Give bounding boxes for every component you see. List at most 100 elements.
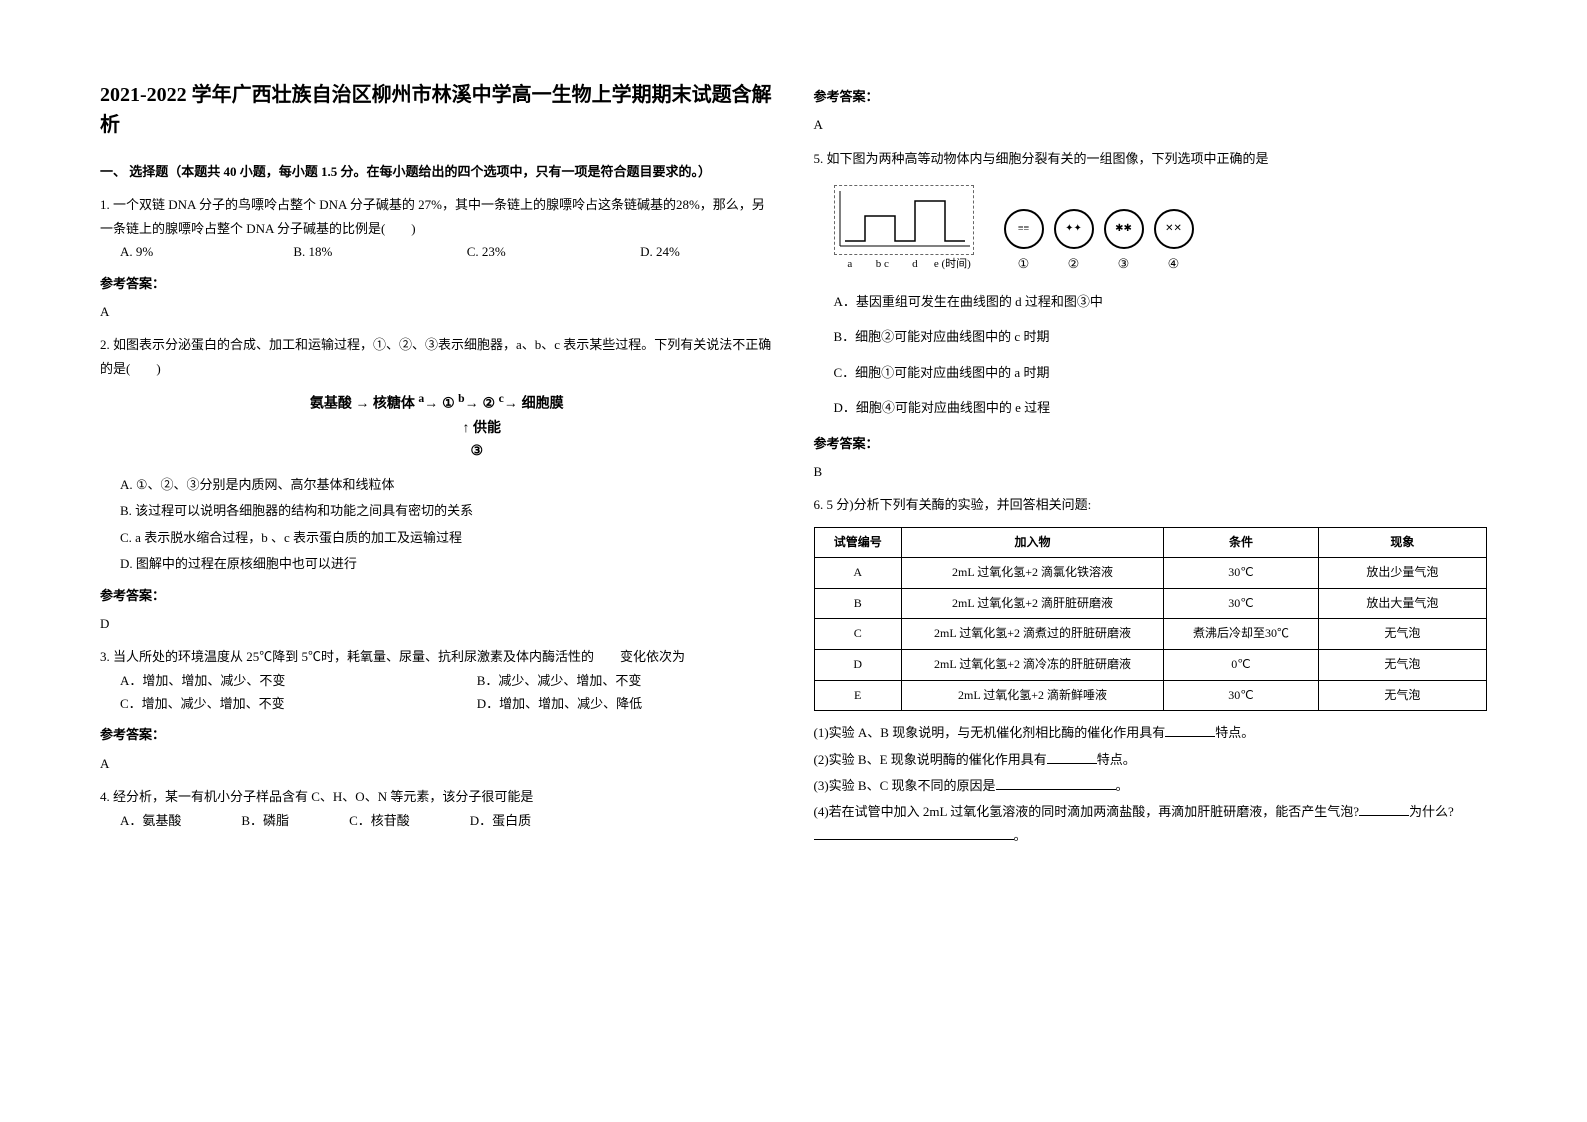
- q1-opt-c: C. 23%: [467, 240, 600, 263]
- q3-answer: A: [100, 752, 774, 775]
- q6-table: 试管编号 加入物 条件 现象 A2mL 过氧化氢+2 滴氯化铁溶液30℃放出少量…: [814, 527, 1488, 712]
- q5-opt-b: B．细胞②可能对应曲线图中的 c 时期: [814, 325, 1488, 348]
- question-3: 3. 当人所处的环境温度从 25℃降到 5℃时，耗氧量、尿量、抗利尿激素及体内酶…: [100, 645, 774, 715]
- q3-text: 3. 当人所处的环境温度从 25℃降到 5℃时，耗氧量、尿量、抗利尿激素及体内酶…: [100, 645, 774, 668]
- table-row: A2mL 过氧化氢+2 滴氯化铁溶液30℃放出少量气泡: [814, 558, 1487, 589]
- table-cell: 放出少量气泡: [1318, 558, 1486, 589]
- blank-field[interactable]: [1165, 736, 1215, 737]
- table-header-row: 试管编号 加入物 条件 现象: [814, 527, 1487, 558]
- q3-opt-d: D．增加、增加、减少、降低: [477, 692, 774, 715]
- q6-sub3: (3)实验 B、C 现象不同的原因是。: [814, 774, 1488, 797]
- q6-sub2: (2)实验 B、E 现象说明酶的催化作用具有 特点。: [814, 748, 1488, 771]
- q1-opt-b: B. 18%: [293, 240, 426, 263]
- table-cell: 30℃: [1164, 588, 1319, 619]
- question-5: 5. 如下图为两种高等动物体内与细胞分裂有关的一组图像，下列选项中正确的是 a …: [814, 147, 1488, 420]
- blank-field[interactable]: [1047, 763, 1097, 764]
- q1-opt-a: A. 9%: [120, 240, 253, 263]
- th-phen: 现象: [1318, 527, 1486, 558]
- q5-cell-label-2: ②: [1068, 256, 1080, 271]
- cell-icon: ≡≡: [1004, 209, 1044, 249]
- table-row: E2mL 过氧化氢+2 滴新鲜唾液30℃无气泡: [814, 680, 1487, 711]
- page-container: 2021-2022 学年广西壮族自治区柳州市林溪中学高一生物上学期期末试题含解析…: [100, 80, 1487, 855]
- q5-opt-c: C．细胞①可能对应曲线图中的 a 时期: [814, 361, 1488, 384]
- q5-curve-icon: [835, 186, 975, 256]
- q2-opt-d: D. 图解中的过程在原核细胞中也可以进行: [100, 552, 774, 575]
- q2-d-ribo: 核糖体: [373, 397, 415, 412]
- q6-sub2-a: (2)实验 B、E 现象说明酶的催化作用具有: [814, 752, 1047, 767]
- table-cell: C: [814, 619, 901, 650]
- q4-opt-c: C．核苷酸: [349, 809, 410, 832]
- table-cell: 2mL 过氧化氢+2 滴煮过的肝脏研磨液: [901, 619, 1163, 650]
- q4-opt-d: D．蛋白质: [470, 809, 531, 832]
- q5-cell-label-1: ①: [1018, 256, 1030, 271]
- q3-opt-b: B．减少、减少、增加、不变: [477, 669, 774, 692]
- q1-options: A. 9% B. 18% C. 23% D. 24%: [100, 240, 774, 263]
- question-6: 6. 5 分)分析下列有关酶的实验，并回答相关问题: 试管编号 加入物 条件 现…: [814, 493, 1488, 847]
- q6-tbody: A2mL 过氧化氢+2 滴氯化铁溶液30℃放出少量气泡B2mL 过氧化氢+2 滴…: [814, 558, 1487, 711]
- q6-sub4: (4)若在试管中加入 2mL 过氧化氢溶液的同时滴加两滴盐酸，再滴加肝脏研磨液，…: [814, 800, 1488, 847]
- table-cell: 无气泡: [1318, 680, 1486, 711]
- q5-cell-2: ✦✦ ②: [1054, 209, 1094, 275]
- q5-axis-bc: b c: [866, 255, 899, 275]
- q5-text: 5. 如下图为两种高等动物体内与细胞分裂有关的一组图像，下列选项中正确的是: [814, 147, 1488, 170]
- q5-answer: B: [814, 460, 1488, 483]
- table-cell: 2mL 过氧化氢+2 滴新鲜唾液: [901, 680, 1163, 711]
- right-column: 参考答案： A 5. 如下图为两种高等动物体内与细胞分裂有关的一组图像，下列选项…: [814, 80, 1488, 855]
- q3-answer-label: 参考答案：: [100, 723, 774, 746]
- q6-sub2-b: 特点。: [1097, 752, 1136, 767]
- q5-cell-3: ✱✱ ③: [1104, 209, 1144, 275]
- table-cell: 2mL 过氧化氢+2 滴冷冻的肝脏研磨液: [901, 650, 1163, 681]
- table-row: B2mL 过氧化氢+2 滴肝脏研磨液30℃放出大量气泡: [814, 588, 1487, 619]
- q1-text: 1. 一个双链 DNA 分子的鸟嘌呤占整个 DNA 分子碱基的 27%，其中一条…: [100, 193, 774, 240]
- q6-sub4-a: (4)若在试管中加入 2mL 过氧化氢溶液的同时滴加两滴盐酸，再滴加肝脏研磨液，…: [814, 804, 1360, 819]
- q5-cell-label-4: ④: [1168, 256, 1180, 271]
- table-cell: 2mL 过氧化氢+2 滴氯化铁溶液: [901, 558, 1163, 589]
- arrow-icon: →: [355, 395, 369, 411]
- q3-opt-c: C．增加、减少、增加、不变: [120, 692, 417, 715]
- blank-field[interactable]: [1359, 815, 1409, 816]
- left-column: 2021-2022 学年广西壮族自治区柳州市林溪中学高一生物上学期期末试题含解析…: [100, 80, 774, 855]
- cell-icon: ✦✦: [1054, 209, 1094, 249]
- arrow-icon: →: [465, 395, 483, 411]
- q2-answer-label: 参考答案：: [100, 584, 774, 607]
- q2-opt-b: B. 该过程可以说明各细胞器的结构和功能之间具有密切的关系: [100, 499, 774, 522]
- table-row: C2mL 过氧化氢+2 滴煮过的肝脏研磨液煮沸后冷却至30℃无气泡: [814, 619, 1487, 650]
- table-cell: A: [814, 558, 901, 589]
- q5-opt-d: D．细胞④可能对应曲线图中的 e 过程: [814, 396, 1488, 419]
- q5-axis-d: d: [899, 255, 932, 275]
- q5-axis-a: a: [834, 255, 867, 275]
- q5-graph-box: [834, 185, 974, 255]
- arrow-icon: →: [424, 395, 442, 411]
- blank-field[interactable]: [814, 839, 1014, 840]
- th-num: 试管编号: [814, 527, 901, 558]
- q2-answer: D: [100, 612, 774, 635]
- q4-answer: A: [814, 113, 1488, 136]
- q4-answer-label: 参考答案：: [814, 85, 1488, 108]
- q5-axis-e: e (时间): [931, 255, 973, 275]
- main-title: 2021-2022 学年广西壮族自治区柳州市林溪中学高一生物上学期期末试题含解析: [100, 80, 774, 140]
- table-cell: 无气泡: [1318, 619, 1486, 650]
- table-row: D2mL 过氧化氢+2 滴冷冻的肝脏研磨液0℃无气泡: [814, 650, 1487, 681]
- q6-sub4-b: 为什么?: [1409, 804, 1454, 819]
- question-4: 4. 经分析，某一有机小分子样品含有 C、H、O、N 等元素，该分子很可能是 A…: [100, 785, 774, 832]
- table-cell: 30℃: [1164, 680, 1319, 711]
- table-cell: 2mL 过氧化氢+2 滴肝脏研磨液: [901, 588, 1163, 619]
- question-2: 2. 如图表示分泌蛋白的合成、加工和运输过程，①、②、③表示细胞器，a、b、c …: [100, 333, 774, 575]
- up-arrow-icon: ↑: [463, 419, 470, 435]
- section-heading: 一、 选择题（本题共 40 小题，每小题 1.5 分。在每小题给出的四个选项中，…: [100, 160, 774, 183]
- q5-cell-label-3: ③: [1118, 256, 1130, 271]
- q1-opt-d: D. 24%: [640, 240, 773, 263]
- question-1: 1. 一个双链 DNA 分子的鸟嘌呤占整个 DNA 分子碱基的 27%，其中一条…: [100, 193, 774, 263]
- table-cell: E: [814, 680, 901, 711]
- q2-d-amino: 氨基酸: [310, 397, 352, 412]
- q5-diagram: a b c d e (时间) ≡≡ ① ✦✦ ②: [834, 185, 1488, 275]
- cell-icon: ✱✱: [1104, 209, 1144, 249]
- q1-answer-label: 参考答案：: [100, 272, 774, 295]
- q2-opt-a: A. ①、②、③分别是内质网、高尔基体和线粒体: [100, 473, 774, 496]
- q2-d-3: ③: [470, 444, 483, 459]
- q5-axis-labels: a b c d e (时间): [834, 255, 974, 275]
- table-cell: D: [814, 650, 901, 681]
- q5-cell-1: ≡≡ ①: [1004, 209, 1044, 275]
- table-cell: 煮沸后冷却至30℃: [1164, 619, 1319, 650]
- blank-field[interactable]: [996, 789, 1116, 790]
